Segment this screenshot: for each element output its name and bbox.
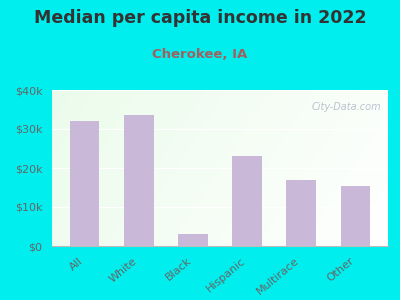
Text: Median per capita income in 2022: Median per capita income in 2022: [34, 9, 366, 27]
Bar: [178, 234, 208, 246]
Bar: [124, 115, 154, 246]
Bar: [340, 185, 370, 246]
Text: Cherokee, IA: Cherokee, IA: [152, 48, 248, 61]
Bar: [232, 156, 262, 246]
Bar: [70, 121, 100, 246]
Text: City-Data.com: City-Data.com: [312, 103, 381, 112]
Bar: [286, 180, 316, 246]
